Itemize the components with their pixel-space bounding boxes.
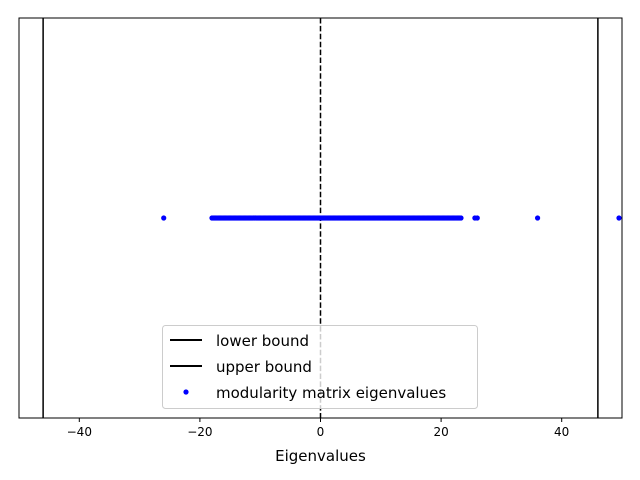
legend-label: modularity matrix eigenvalues: [216, 384, 446, 402]
legend-label: upper bound: [216, 358, 312, 376]
eigenvalue-point: [534, 215, 541, 221]
x-tick-label: 20: [433, 425, 448, 439]
legend-box: [162, 325, 478, 409]
eigenvalue-point: [474, 215, 480, 221]
x-tick-label: −40: [67, 425, 92, 439]
x-tick-label: 0: [317, 425, 325, 439]
x-axis-label: Eigenvalues: [275, 447, 366, 465]
legend-marker-swatch: [183, 389, 189, 395]
x-tick-label: −20: [187, 425, 212, 439]
legend-label: lower bound: [216, 332, 309, 350]
eigenvalue-point: [616, 215, 622, 221]
x-tick-label: 40: [554, 425, 569, 439]
eigenvalue-point: [161, 215, 167, 221]
eigenvalue-point: [458, 215, 464, 221]
legend: lower bound upper bound modularity matrix …: [162, 325, 478, 409]
plot-area: [42, 18, 622, 418]
